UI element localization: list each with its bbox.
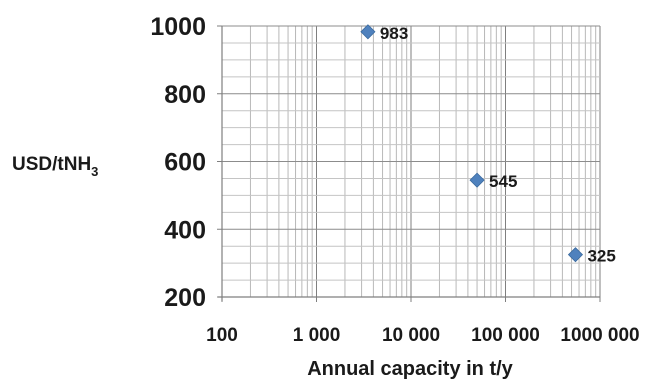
x-tick-label: 100 000 (471, 325, 540, 346)
x-tick-label: 100 (206, 325, 238, 346)
y-tick-label: 400 (164, 216, 206, 244)
data-point-marker (360, 24, 376, 40)
x-tick-label: 1 000 (293, 325, 341, 346)
y-axis-label-subscript: 3 (91, 164, 98, 179)
y-tick-label: 600 (164, 149, 206, 177)
x-tick-label: 1000 000 (560, 325, 639, 346)
y-axis-label-main: USD/tNH (12, 154, 91, 175)
data-label: 325 (587, 247, 615, 266)
y-tick-label: 800 (164, 81, 206, 109)
y-axis-ticks: 200 400 600 800 1000 (150, 13, 222, 312)
data-labels: 983 545 325 (380, 24, 616, 266)
axes (218, 26, 600, 301)
x-axis-ticks: 100 1 000 10 000 100 000 1000 000 (206, 297, 640, 346)
data-point-marker (469, 172, 485, 188)
x-axis-label: Annual capacity in t/y (307, 358, 513, 380)
data-label: 545 (489, 172, 517, 191)
data-label: 983 (380, 24, 408, 43)
y-tick-label: 1000 (150, 13, 206, 41)
grid-lines (221, 25, 601, 298)
data-points (360, 24, 584, 263)
x-tick-label: 10 000 (382, 325, 440, 346)
y-axis-label: USD/tNH3 (12, 154, 98, 179)
y-tick-label: 200 (164, 284, 206, 312)
data-point-marker (567, 247, 584, 263)
